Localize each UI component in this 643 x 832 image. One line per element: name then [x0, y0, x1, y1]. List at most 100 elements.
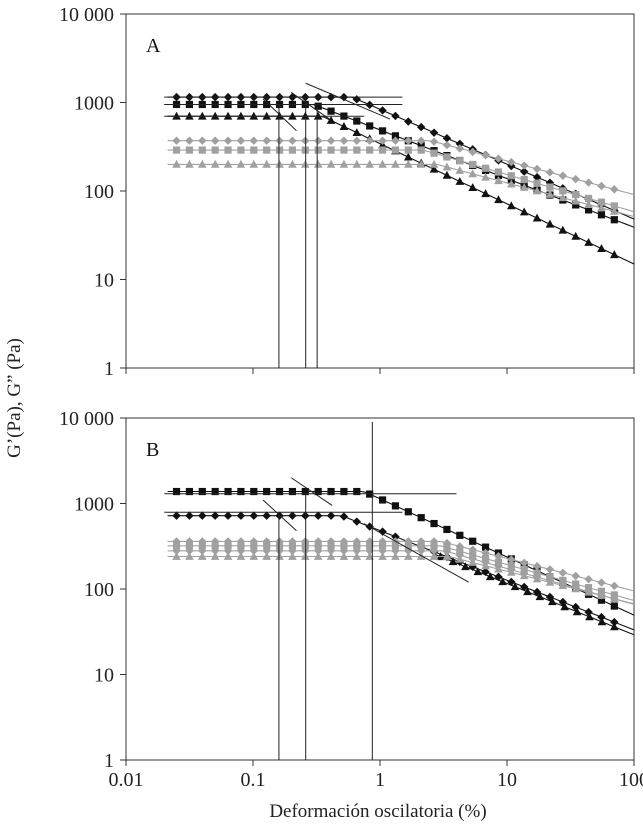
data-point	[572, 201, 580, 209]
data-point	[455, 139, 465, 148]
data-point	[519, 582, 529, 592]
data-point	[456, 157, 464, 165]
data-point	[417, 542, 425, 550]
data-point	[442, 134, 452, 143]
data-point	[571, 231, 580, 240]
data-point	[533, 179, 541, 187]
data-point	[597, 578, 606, 587]
data-point	[571, 571, 580, 581]
data-point	[327, 542, 335, 550]
data-point	[365, 159, 374, 168]
data-point	[597, 596, 606, 604]
data-point	[545, 592, 555, 602]
data-point	[236, 537, 246, 546]
data-point	[366, 542, 374, 550]
data-point	[404, 152, 413, 161]
data-point	[442, 551, 452, 560]
data-point	[507, 577, 516, 587]
data-point	[519, 571, 529, 580]
data-point	[519, 207, 529, 216]
data-point	[610, 581, 619, 591]
data-point	[545, 189, 555, 198]
guide-line	[305, 82, 391, 120]
data-point	[236, 159, 246, 168]
y-tick-label: 1	[104, 750, 114, 772]
data-point	[198, 136, 207, 145]
data-point	[326, 115, 336, 124]
data-point	[327, 146, 335, 154]
data-point	[391, 532, 400, 541]
data-point	[250, 542, 258, 550]
x-tick-label: 10	[497, 769, 517, 791]
data-point	[210, 136, 220, 145]
guide-line	[363, 523, 470, 583]
data-point	[326, 159, 336, 168]
data-point	[560, 602, 569, 611]
data-point	[185, 546, 194, 555]
data-point	[339, 546, 349, 555]
data-point	[172, 546, 181, 555]
data-point	[263, 487, 271, 496]
y-tick-label: 10 000	[59, 4, 114, 26]
data-point	[485, 572, 495, 581]
data-point	[326, 136, 336, 145]
data-point	[353, 487, 361, 496]
data-point	[237, 487, 245, 496]
data-point	[481, 172, 490, 181]
data-point	[236, 136, 246, 145]
y-tick-label: 1000	[74, 93, 114, 115]
data-point	[429, 137, 439, 146]
data-point	[327, 487, 335, 496]
data-point	[494, 154, 503, 163]
data-point	[263, 146, 271, 154]
data-point	[558, 171, 568, 180]
data-point	[378, 106, 387, 115]
data-point	[391, 542, 400, 550]
data-point	[404, 159, 413, 168]
data-point	[378, 127, 387, 135]
data-point	[523, 587, 532, 596]
data-point	[416, 136, 426, 145]
data-point	[223, 546, 233, 555]
data-point	[353, 146, 361, 154]
data-point	[262, 551, 271, 560]
data-point	[262, 511, 271, 520]
panel-label: A	[146, 35, 161, 57]
data-point	[520, 175, 528, 184]
data-point	[468, 147, 477, 157]
guide-line	[290, 92, 330, 120]
data-point	[559, 187, 567, 195]
data-point	[275, 487, 284, 496]
data-point	[365, 136, 374, 145]
x-tick-label: 0.01	[109, 769, 144, 791]
data-point	[597, 612, 606, 622]
data-point	[507, 201, 516, 210]
data-point	[494, 552, 503, 561]
data-point	[275, 146, 284, 154]
data-point	[455, 165, 465, 174]
data-point	[197, 111, 207, 120]
data-point	[352, 136, 362, 145]
data-point	[494, 168, 503, 176]
guide-line	[290, 477, 333, 506]
data-point	[532, 172, 542, 182]
data-point	[610, 250, 619, 259]
data-point	[378, 159, 387, 168]
data-point	[455, 176, 465, 185]
data-point	[314, 146, 322, 154]
data-point	[288, 546, 297, 555]
data-point	[442, 170, 452, 179]
data-point	[442, 547, 452, 556]
data-point	[597, 590, 606, 599]
data-point	[597, 203, 606, 212]
data-point	[313, 136, 323, 145]
data-point	[416, 546, 426, 555]
data-point	[391, 551, 400, 560]
data-point	[185, 136, 194, 145]
x-tick-label: 100	[619, 769, 643, 791]
data-series	[167, 551, 634, 605]
data-point	[494, 564, 503, 573]
data-point	[185, 551, 194, 560]
data-point	[404, 551, 413, 560]
